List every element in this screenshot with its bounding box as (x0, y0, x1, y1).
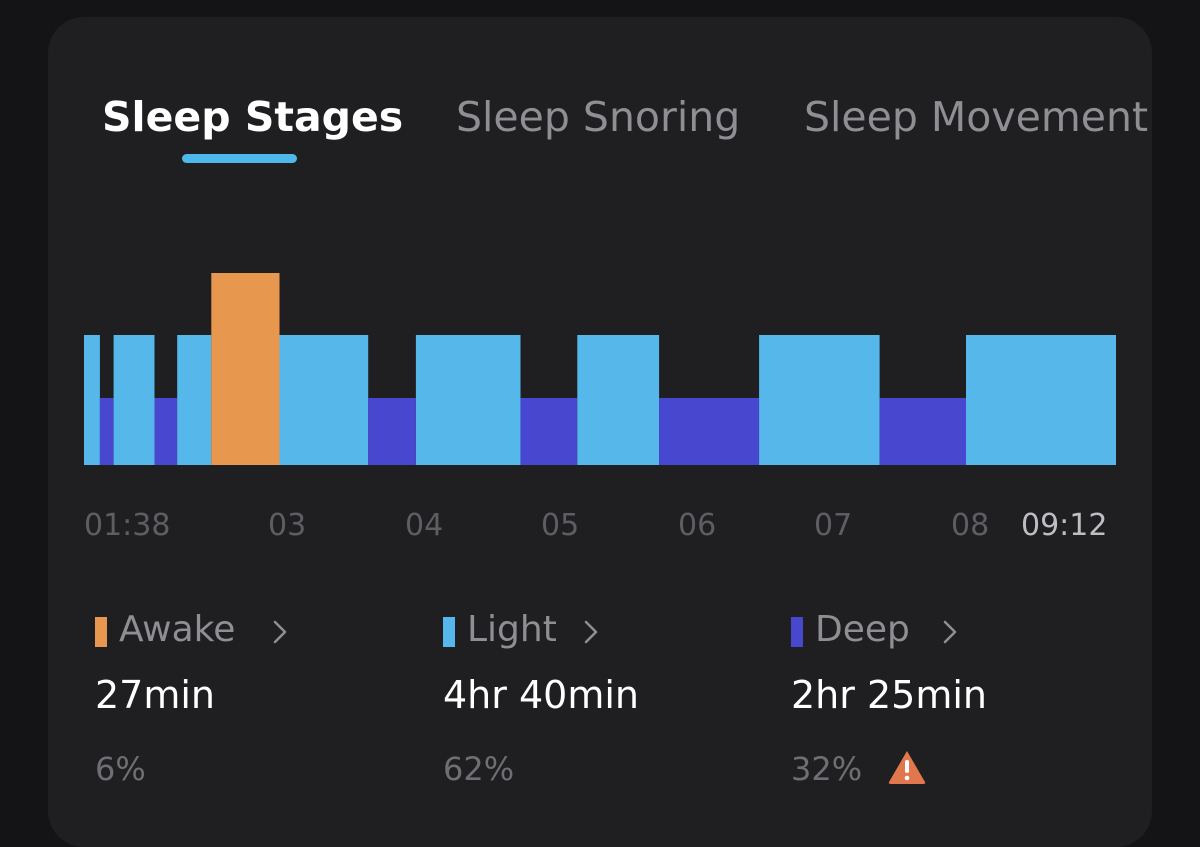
stage-bar-light (966, 335, 1116, 465)
stage-bar-deep (368, 398, 416, 465)
stage-bar-awake (211, 273, 280, 465)
x-tick-label: 07 (814, 508, 853, 543)
stat-percent: 32% (791, 750, 863, 788)
x-tick-label: 05 (541, 508, 580, 543)
stat-light-header[interactable]: Light (443, 609, 773, 657)
x-tick-label: 01:38 (84, 508, 171, 543)
tab-sleep-movement[interactable]: Sleep Movement (804, 93, 1149, 141)
stat-label: Deep (815, 609, 910, 650)
stat-light: Light 4hr 40min 62% (443, 609, 773, 788)
stage-bar-light (577, 335, 660, 465)
tab-sleep-stages[interactable]: Sleep Stages (102, 93, 404, 141)
deep-swatch (791, 617, 803, 647)
stat-value: 2hr 25min (791, 673, 987, 717)
stat-label: Light (467, 609, 557, 650)
chevron-right-icon (584, 620, 598, 644)
stage-bar-light (279, 335, 369, 465)
stat-percent: 6% (95, 750, 146, 788)
x-tick-label: 06 (678, 508, 717, 543)
tab-bar: Sleep Stages Sleep Snoring Sleep Movemen… (48, 17, 1152, 197)
stat-value: 27min (95, 673, 216, 717)
sleep-card: Sleep Stages Sleep Snoring Sleep Movemen… (48, 17, 1152, 847)
x-tick-label: 09:12 (1021, 508, 1108, 543)
x-tick-label: 08 (951, 508, 990, 543)
sleep-stage-chart (84, 273, 1116, 465)
warning-triangle-icon[interactable] (887, 749, 927, 785)
awake-swatch (95, 617, 107, 647)
stage-bar-deep (659, 398, 760, 465)
stat-awake: Awake 27min 6% (95, 609, 425, 788)
x-tick-label: 03 (268, 508, 307, 543)
light-swatch (443, 617, 455, 647)
stage-bar-light (177, 335, 212, 465)
x-tick-label: 04 (405, 508, 444, 543)
stat-awake-header[interactable]: Awake (95, 609, 425, 657)
stat-percent: 62% (443, 750, 515, 788)
stat-deep-header[interactable]: Deep (791, 609, 1121, 657)
stat-deep: Deep 2hr 25min 32% (791, 609, 1121, 788)
chevron-right-icon (273, 620, 287, 644)
stat-value: 4hr 40min (443, 673, 639, 717)
stage-bar-deep (154, 398, 178, 465)
tab-sleep-snoring[interactable]: Sleep Snoring (456, 93, 741, 141)
stage-bar-deep (99, 398, 114, 465)
stage-bar-light (759, 335, 880, 465)
stage-bar-light (84, 335, 100, 465)
stage-bar-light (113, 335, 155, 465)
stage-bar-deep (879, 398, 966, 465)
active-tab-indicator (182, 154, 297, 163)
stat-label: Awake (119, 609, 236, 650)
chevron-right-icon (943, 620, 957, 644)
stage-bar-deep (520, 398, 578, 465)
stage-bar-light (415, 335, 521, 465)
